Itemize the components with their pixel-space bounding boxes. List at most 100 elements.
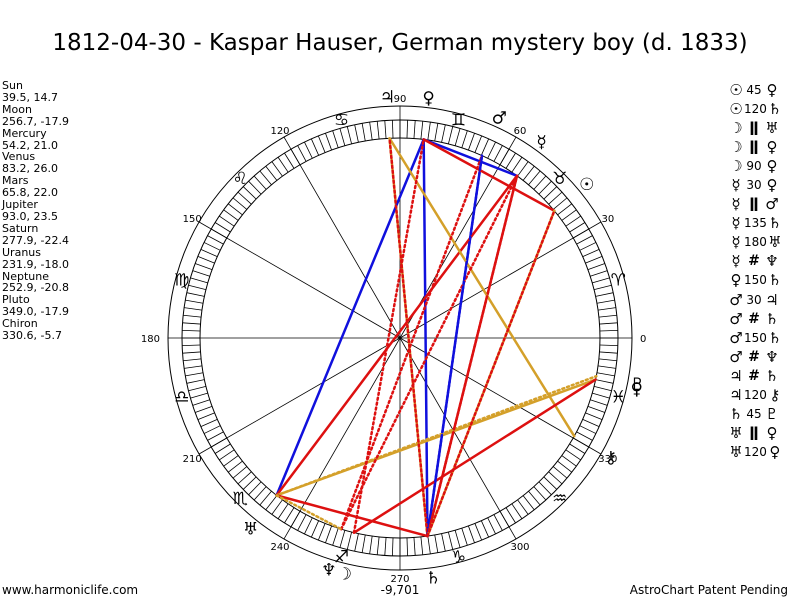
aspect-planet-2: ♇ bbox=[765, 405, 779, 424]
aspect-line bbox=[422, 138, 429, 538]
aspect-line bbox=[422, 138, 556, 213]
degree-tick bbox=[420, 121, 424, 140]
aspect-planet-2: ⚷ bbox=[769, 386, 781, 405]
degree-tick bbox=[590, 399, 608, 406]
planet-glyph-icon: ♇ bbox=[630, 375, 645, 395]
degree-tick bbox=[310, 520, 320, 538]
degree-tick bbox=[493, 145, 503, 162]
aspect-planet-1: ♀ bbox=[730, 271, 742, 290]
aspect-planet-2: ♆ bbox=[765, 252, 779, 271]
division-spoke bbox=[283, 337, 401, 540]
division-spoke bbox=[283, 136, 401, 339]
degree-tick bbox=[441, 533, 446, 552]
aspect-planet-2: ♀ bbox=[766, 424, 778, 443]
degree-tick bbox=[190, 277, 208, 284]
aspect-row: ☿ # ♆ bbox=[728, 252, 800, 271]
degree-tick bbox=[259, 490, 272, 506]
planet-coords: 93.0, 23.5 bbox=[2, 209, 58, 223]
planet-glyph-icon: ♂ bbox=[492, 108, 507, 128]
degree-tick bbox=[552, 466, 568, 479]
aspect-type: # bbox=[748, 367, 760, 384]
aspect-planet-1: ☉ bbox=[729, 99, 743, 118]
aspect-planet-2: ♀ bbox=[766, 137, 778, 156]
degree-tick bbox=[259, 170, 272, 186]
degree-tick bbox=[304, 517, 313, 535]
aspect-line bbox=[426, 209, 556, 538]
aspect-type: ǁ bbox=[749, 138, 759, 155]
degree-tick bbox=[585, 412, 603, 421]
planet-positions-list: Sun 39.5, 14.7 Moon 256.7, -17.9 Mercury 54.2… bbox=[2, 80, 69, 342]
degree-tick bbox=[271, 161, 283, 177]
degree-tick bbox=[595, 292, 614, 297]
aspect-planet-1: ♂ bbox=[729, 309, 743, 328]
degree-tick bbox=[441, 124, 446, 143]
aspect-row: ☿ ǁ ♂ bbox=[728, 195, 800, 214]
degree-tick bbox=[183, 314, 202, 318]
degree-tick bbox=[599, 322, 618, 325]
degree-tick bbox=[538, 180, 552, 195]
degree-tick bbox=[188, 284, 207, 291]
degree-tick bbox=[346, 531, 353, 550]
degree-tick bbox=[354, 124, 359, 143]
degree-tick bbox=[413, 537, 416, 556]
degree-tick bbox=[543, 476, 558, 490]
aspect-row: ♅ ǁ ♀ bbox=[728, 424, 800, 443]
degree-label: 90 bbox=[394, 94, 407, 105]
degree-tick bbox=[391, 120, 394, 139]
degree-tick bbox=[474, 523, 483, 541]
degree-tick bbox=[561, 209, 577, 221]
sign-glyph: ♋ bbox=[334, 111, 349, 131]
aspect-row: ♅ 120 ♀ bbox=[728, 443, 800, 462]
aspect-planet-1: ☽ bbox=[729, 156, 743, 175]
degree-tick bbox=[474, 135, 483, 153]
degree-tick bbox=[182, 329, 201, 332]
degree-tick bbox=[427, 122, 431, 141]
aspect-row: ☿ 135 ♄ bbox=[728, 214, 800, 233]
division-spoke bbox=[198, 221, 401, 339]
aspect-line bbox=[426, 154, 484, 538]
degree-tick bbox=[332, 528, 339, 546]
degree-tick bbox=[192, 399, 210, 406]
degree-label: 270 bbox=[390, 574, 409, 585]
sign-glyph: ♊ bbox=[451, 111, 466, 131]
degree-tick bbox=[533, 175, 547, 190]
degree-tick bbox=[480, 520, 490, 538]
degree-tick bbox=[310, 138, 320, 156]
degree-tick bbox=[200, 248, 218, 258]
sign-glyph: ♐ bbox=[334, 547, 349, 567]
degree-tick bbox=[195, 263, 213, 270]
aspect-row: ♃ 120 ⚷ bbox=[728, 386, 800, 405]
degree-tick bbox=[384, 120, 387, 139]
degree-tick bbox=[427, 535, 431, 554]
planet-glyph-icon: ♆ bbox=[321, 560, 336, 580]
aspect-planet-2: ♃ bbox=[765, 290, 779, 309]
degree-tick bbox=[200, 418, 218, 428]
degree-tick bbox=[434, 534, 439, 553]
planet-glyph-icon: ♅ bbox=[243, 519, 258, 539]
degree-tick bbox=[590, 270, 608, 277]
degree-tick bbox=[207, 235, 224, 245]
degree-tick bbox=[454, 530, 461, 548]
aspect-line bbox=[275, 374, 598, 497]
planet-name: Neptune bbox=[2, 269, 50, 283]
degree-tick bbox=[582, 248, 600, 258]
degree-tick bbox=[454, 128, 461, 146]
planet-name: Sun bbox=[2, 79, 23, 92]
aspect-type: 150 bbox=[744, 330, 767, 345]
aspect-type: 30 bbox=[746, 292, 762, 307]
aspect-planet-2: ♄ bbox=[768, 271, 782, 290]
degree-tick bbox=[183, 358, 202, 362]
sign-glyph: ♒ bbox=[552, 489, 567, 509]
division-spoke bbox=[399, 337, 602, 455]
degree-tick bbox=[219, 449, 235, 461]
degree-tick bbox=[195, 406, 213, 413]
planet-coords: 54.2, 21.0 bbox=[2, 138, 58, 152]
aspect-planet-2: ♅ bbox=[765, 118, 779, 137]
planet-name: Jupiter bbox=[2, 198, 38, 212]
degree-tick bbox=[595, 379, 614, 384]
footer-website[interactable]: www.harmoniclife.com bbox=[2, 583, 139, 597]
degree-tick bbox=[587, 263, 605, 270]
sign-glyph: ♈ bbox=[611, 271, 626, 291]
aspect-planet-2: ♂ bbox=[765, 195, 779, 214]
degree-tick bbox=[376, 121, 380, 140]
